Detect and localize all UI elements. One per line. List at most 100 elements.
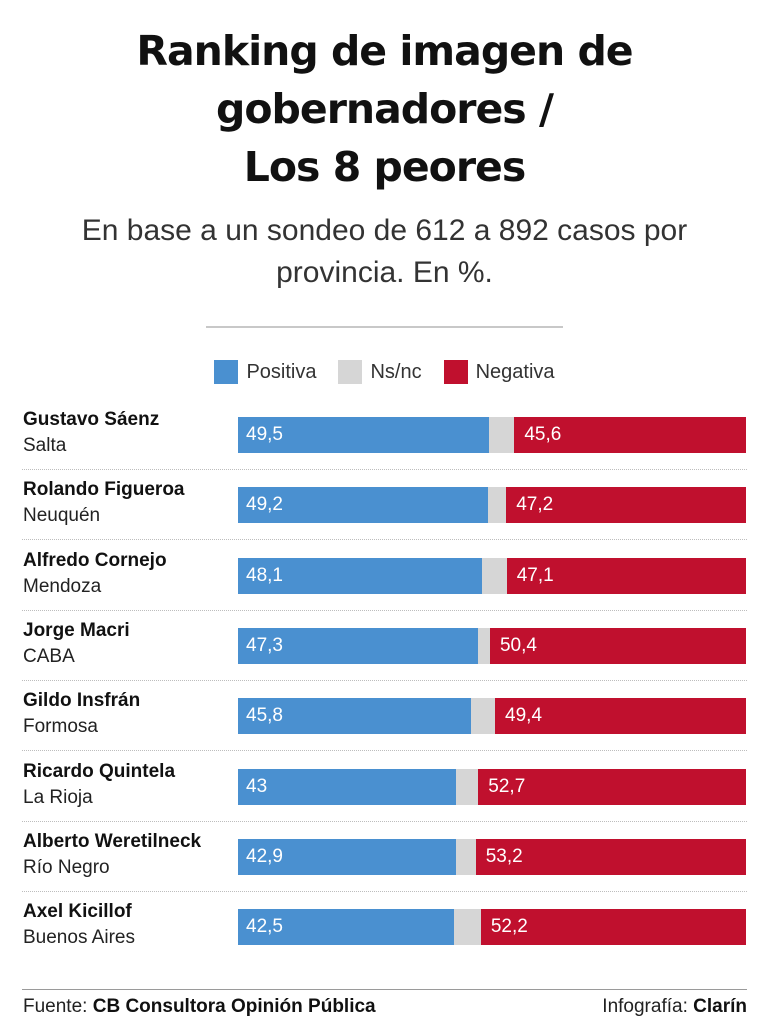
legend-label-positiva: Positiva xyxy=(246,360,317,383)
title-divider xyxy=(206,326,563,328)
legend-item-negativa: Negativa xyxy=(443,360,555,384)
value-label-negativa: 45,6 xyxy=(524,424,562,445)
province-name: La Rioja xyxy=(23,786,93,808)
bar-segment-positiva xyxy=(238,417,490,453)
bar-segment-nsnc xyxy=(487,487,507,524)
bar-segment-negativa xyxy=(514,417,746,453)
bar-segment-positiva xyxy=(238,838,456,875)
chart-title-line: Ranking de imagen de xyxy=(136,27,633,75)
chart-title: Ranking de imagen de gobernadores / Los … xyxy=(0,22,769,196)
governor-name: Alberto Weretilneck xyxy=(23,830,202,852)
chart-subtitle: En base a un sondeo de 612 a 892 casos p… xyxy=(40,210,729,294)
chart-title-line: Los 8 peores xyxy=(243,143,527,191)
chart-row: Alfredo Cornejo Mendoza 48,1 47,1 xyxy=(0,541,769,611)
value-label-negativa: 47,2 xyxy=(516,494,554,516)
governor-name: Ricardo Quintela xyxy=(23,760,176,782)
stacked-bar: 43 52,7 xyxy=(238,768,746,805)
row-separator xyxy=(22,539,747,541)
bar-segment-nsnc xyxy=(456,768,479,805)
chart-subtitle-line: En base a un sondeo de 612 a 892 casos p… xyxy=(81,214,688,247)
value-label-positiva: 47,3 xyxy=(246,634,283,656)
value-label-negativa: 49,4 xyxy=(505,705,543,727)
value-label-positiva: 45,8 xyxy=(246,705,283,727)
value-label-positiva: 42,9 xyxy=(246,845,283,867)
chart-row: Ricardo Quintela La Rioja 43 52,7 xyxy=(0,752,769,822)
stacked-bar: 49,5 45,6 xyxy=(238,417,746,453)
province-name: Mendoza xyxy=(23,575,102,597)
footer-credit-name: Clarín xyxy=(693,996,747,1017)
row-separator xyxy=(22,469,747,470)
bar-segment-negativa xyxy=(506,487,746,524)
row-separator xyxy=(22,750,747,752)
governor-name: Alfredo Cornejo xyxy=(23,549,167,571)
footer-source: Fuente: CB Consultora Opinión Pública xyxy=(23,996,376,1018)
value-label-positiva: 42,5 xyxy=(246,916,283,938)
province-name: Buenos Aires xyxy=(23,927,135,949)
chart-row: Alberto Weretilneck Río Negro 42,9 53,2 xyxy=(0,822,769,892)
bar-segment-nsnc xyxy=(489,417,515,453)
value-label-positiva: 49,5 xyxy=(246,424,283,445)
legend-label-nsnc: Ns/nc xyxy=(370,360,422,383)
stacked-bar: 48,1 47,1 xyxy=(238,557,746,594)
bar-segment-nsnc xyxy=(455,838,476,875)
chart-subtitle-line: provincia. En %. xyxy=(276,256,493,289)
legend-swatch-positiva xyxy=(214,360,239,384)
bar-segment-negativa xyxy=(475,838,746,875)
footer-source-name: CB Consultora Opinión Pública xyxy=(92,996,376,1017)
stacked-bar: 42,9 53,2 xyxy=(238,838,746,875)
chart-title-line: gobernadores / xyxy=(216,85,554,133)
governor-name: Axel Kicillof xyxy=(23,901,132,923)
province-name: Salta xyxy=(23,435,67,456)
bar-segment-nsnc xyxy=(478,627,490,664)
bar-segment-nsnc xyxy=(453,909,481,946)
stacked-bar: 45,8 49,4 xyxy=(238,698,746,735)
bar-segment-positiva xyxy=(238,487,488,524)
footer-credit: Infografía: Clarín xyxy=(602,996,747,1018)
footer-credit-prefix: Infografía: xyxy=(602,996,688,1017)
footer-source-prefix: Fuente: xyxy=(23,996,88,1017)
bar-segment-negativa xyxy=(489,627,746,664)
chart-legend: Positiva Ns/nc Negativa xyxy=(0,358,769,386)
governor-name: Jorge Macri xyxy=(23,619,130,641)
row-separator xyxy=(22,609,747,611)
province-name: Río Negro xyxy=(23,856,110,878)
row-separator xyxy=(22,679,747,681)
bar-segment-nsnc xyxy=(482,557,507,594)
value-label-positiva: 43 xyxy=(246,775,268,797)
row-separator xyxy=(22,820,747,822)
bar-segment-positiva xyxy=(238,768,457,805)
province-name: CABA xyxy=(23,645,75,667)
value-label-negativa: 52,7 xyxy=(488,775,526,797)
bar-segment-positiva xyxy=(238,557,483,594)
legend-swatch-negativa xyxy=(443,360,468,384)
governor-name: Gildo Insfrán xyxy=(23,690,141,712)
value-label-positiva: 49,2 xyxy=(246,494,283,516)
chart-row: Rolando Figueroa Neuquén 49,2 47,2 xyxy=(0,470,769,541)
value-label-negativa: 47,1 xyxy=(516,564,554,586)
province-name: Neuquén xyxy=(23,505,101,527)
chart-row: Jorge Macri CABA 47,3 50,4 xyxy=(0,611,769,681)
stacked-bar: 47,3 50,4 xyxy=(238,627,746,664)
value-label-negativa: 53,2 xyxy=(485,845,523,867)
governor-name: Gustavo Sáenz xyxy=(23,409,160,430)
bar-segment-negativa xyxy=(506,557,746,594)
footer-divider xyxy=(22,989,747,990)
governor-name: Rolando Figueroa xyxy=(23,479,185,501)
bar-segment-positiva xyxy=(238,627,479,664)
chart-row: Axel Kicillof Buenos Aires 42,5 52,2 xyxy=(0,892,769,962)
bar-segment-positiva xyxy=(238,909,454,946)
legend-label-negativa: Negativa xyxy=(475,360,555,383)
value-label-negativa: 52,2 xyxy=(490,916,528,938)
bar-segment-positiva xyxy=(238,698,471,735)
legend-item-positiva: Positiva xyxy=(214,360,316,384)
chart-row: Gildo Insfrán Formosa 45,8 49,4 xyxy=(0,681,769,752)
value-label-negativa: 50,4 xyxy=(499,634,537,656)
bar-segment-negativa xyxy=(480,909,746,946)
legend-item-nsnc: Ns/nc xyxy=(338,360,422,384)
province-name: Formosa xyxy=(23,716,98,738)
bar-segment-negativa xyxy=(478,768,746,805)
legend-swatch-nsnc xyxy=(338,360,363,384)
bar-segment-nsnc xyxy=(470,698,496,735)
value-label-positiva: 48,1 xyxy=(246,564,283,586)
chart-row: Gustavo Sáenz Salta 49,5 45,6 xyxy=(0,400,769,470)
